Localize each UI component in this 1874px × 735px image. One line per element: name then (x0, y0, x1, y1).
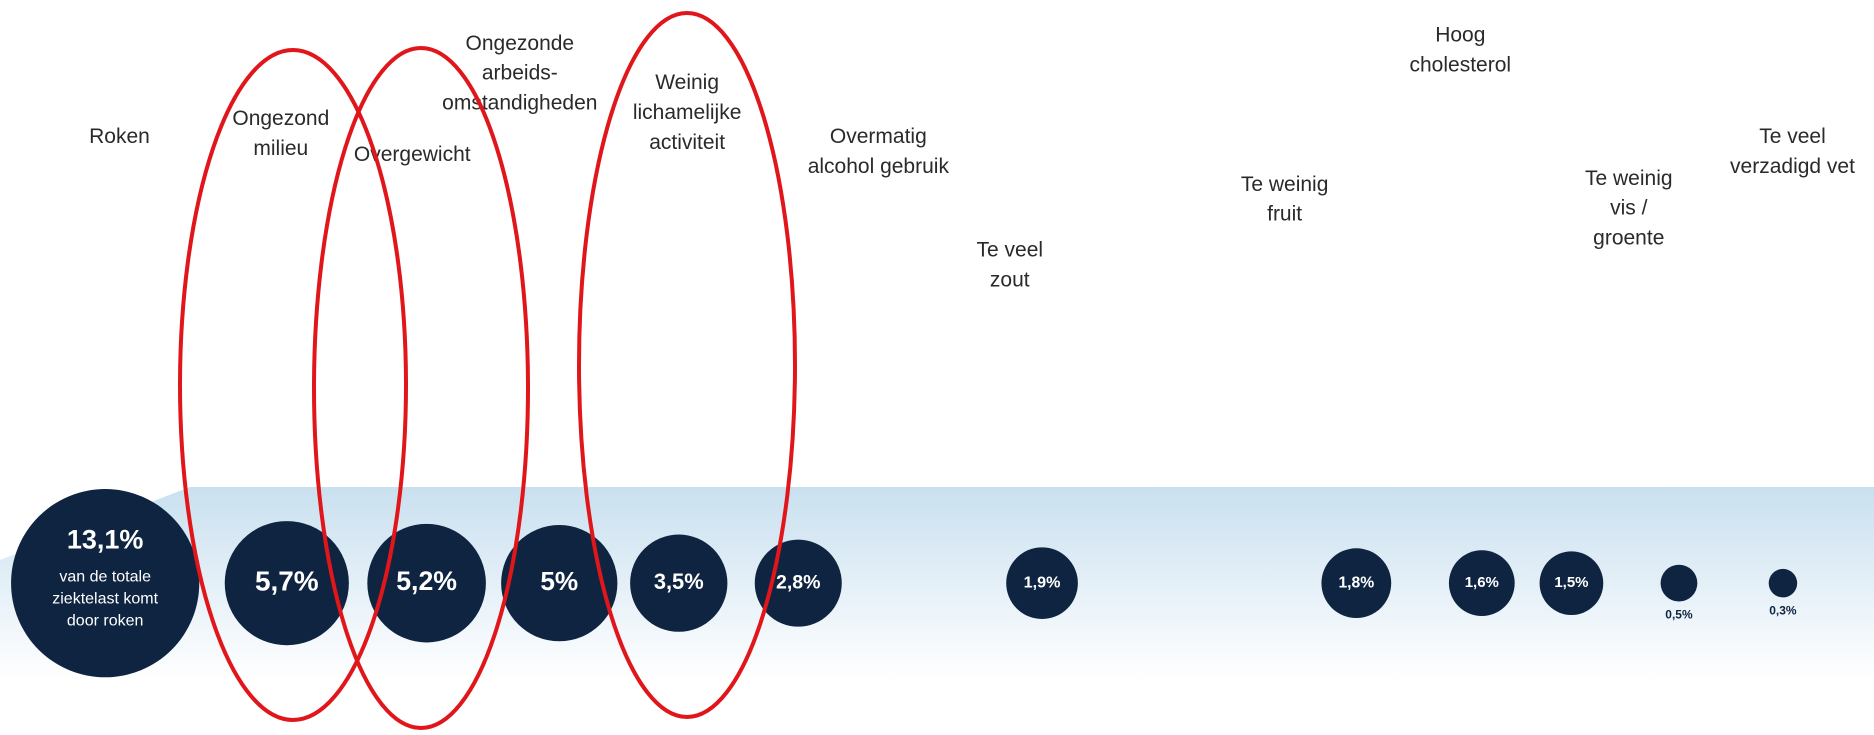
category-label: milieu (253, 137, 308, 160)
value-label: 1,5% (1554, 574, 1588, 591)
annotation: van de totale (59, 568, 151, 585)
infographic: 13,1% van de totale ziektelast komt door ro… (0, 0, 1874, 735)
category-label: fruit (1267, 203, 1302, 226)
category-label: Ongezonde (466, 32, 575, 55)
category-label: lichamelijke (633, 101, 742, 124)
category-label: Hoog (1435, 23, 1485, 46)
value-label: 0,3% (1769, 604, 1797, 618)
value-label: 2,8% (776, 571, 821, 593)
value-label: 1,8% (1338, 574, 1374, 591)
value-label: 5% (540, 566, 578, 596)
value-label: 1,9% (1024, 573, 1061, 591)
category-label: alcohol gebruik (808, 155, 950, 178)
category-label: Te weinig (1585, 167, 1673, 190)
bubble (1769, 569, 1797, 597)
category-label: Te weinig (1241, 173, 1329, 196)
value-label: 3,5% (654, 569, 704, 594)
value-label: 1,6% (1465, 574, 1499, 591)
bubble (1661, 565, 1698, 602)
annotation: door roken (67, 612, 144, 629)
value-label: 5,7% (255, 566, 319, 597)
category-label: activiteit (649, 131, 725, 154)
annotation: ziektelast komt (52, 590, 158, 607)
category-label: vis / (1610, 197, 1648, 220)
category-label: zout (990, 268, 1030, 291)
category-label: Ongezond (232, 107, 329, 130)
category-label: arbeids- (482, 62, 558, 85)
category-label: Te veel (977, 238, 1044, 261)
value-label: 5,2% (396, 566, 457, 596)
category-label: Weinig (655, 71, 719, 94)
category-label: cholesterol (1410, 53, 1512, 76)
category-label: Overmatig (830, 125, 927, 148)
category-label: Roken (89, 125, 150, 148)
category-label: omstandigheden (442, 92, 597, 115)
category-label: Te veel (1759, 125, 1826, 148)
value-label: 13,1% (67, 524, 144, 554)
category-label: verzadigd vet (1730, 155, 1855, 178)
category-label: groente (1593, 227, 1664, 250)
value-label: 0,5% (1665, 608, 1693, 622)
